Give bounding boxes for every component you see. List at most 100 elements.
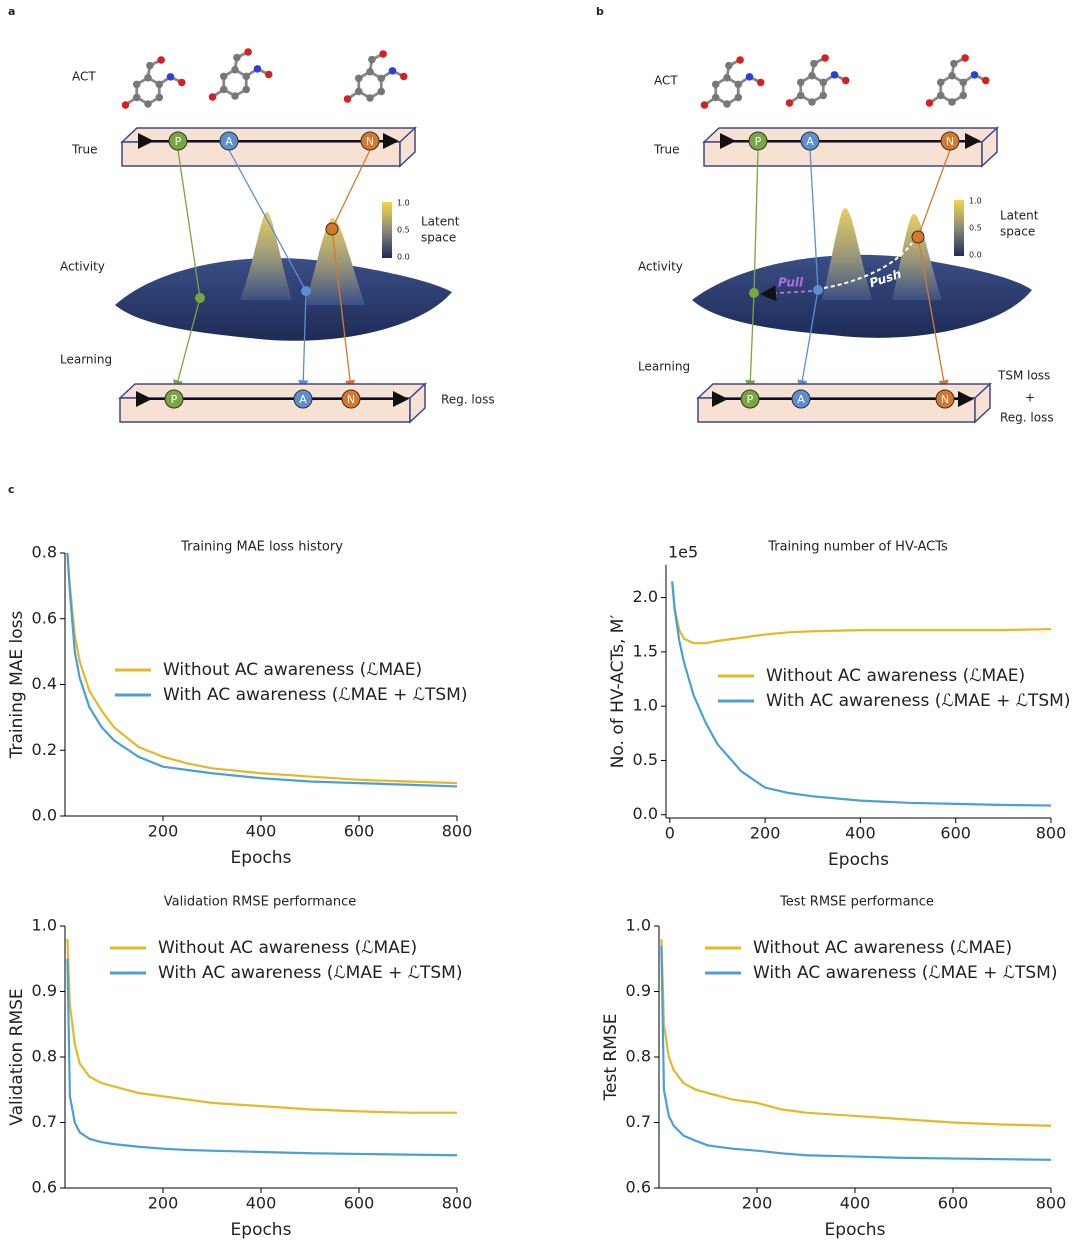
data-line <box>66 552 458 785</box>
node: P <box>164 389 184 409</box>
x-tick-label: 600 <box>344 822 375 841</box>
molecule <box>924 54 991 109</box>
y-tick-label: 1.5 <box>633 641 658 660</box>
node: P <box>740 389 760 409</box>
y-tick-label: 0.6 <box>32 1178 57 1197</box>
y-tick-label: 0.0 <box>633 804 658 823</box>
data-line <box>671 581 1052 645</box>
panel-b: ACT True Activity Learning Pull Push 1.0… <box>638 54 1054 425</box>
panel-label: c <box>8 483 15 496</box>
loss-label: Reg. loss <box>441 393 495 407</box>
node-label: A <box>299 393 307 406</box>
y-tick-label: 0.0 <box>32 806 57 825</box>
x-tick-label: 200 <box>148 1194 179 1213</box>
row-label: Learning <box>60 353 112 367</box>
x-axis-label: Epochs <box>231 848 292 868</box>
row-label: Activity <box>60 260 105 274</box>
node-label: N <box>946 135 954 148</box>
colorbar-title: Latent <box>421 215 460 229</box>
y-offset-label: 1e5 <box>668 543 698 562</box>
chart-title: Validation RMSE performance <box>164 895 356 910</box>
colorbar-tick: 0.5 <box>969 224 982 233</box>
row-label: ACT <box>654 74 678 88</box>
data-line <box>660 945 1052 1161</box>
x-tick-label: 200 <box>742 1194 773 1213</box>
colorbar-title: Latent <box>1000 209 1039 223</box>
slab <box>121 141 401 167</box>
node-label: A <box>797 393 805 406</box>
y-tick-label: 0.8 <box>32 543 57 562</box>
legend-label: With AC awareness (ℒMAE + ℒTSM) <box>766 691 1070 711</box>
y-axis-label: Validation RMSE <box>7 988 27 1125</box>
panel-label: b <box>596 5 604 18</box>
molecule <box>699 56 766 111</box>
slab <box>399 126 416 168</box>
colorbar-tick: 1.0 <box>969 197 982 206</box>
row-label: True <box>71 143 98 157</box>
node-label: N <box>366 135 374 148</box>
node: P <box>748 131 768 151</box>
y-tick-label: 0.9 <box>626 981 651 1000</box>
peak <box>305 218 365 305</box>
x-axis-label: Epochs <box>231 1220 292 1240</box>
legend-label: Without AC awareness (ℒMAE) <box>158 938 417 958</box>
row-label: Learning <box>638 360 690 374</box>
point <box>301 286 311 296</box>
point <box>195 293 205 303</box>
loss-label: TSM loss <box>997 369 1050 383</box>
x-tick-label: 400 <box>840 1194 871 1213</box>
x-tick-label: 600 <box>938 1194 969 1213</box>
molecule <box>120 56 187 111</box>
node: A <box>219 131 239 151</box>
x-tick-label: 800 <box>442 1194 473 1213</box>
loss-label: Reg. loss <box>1000 411 1054 425</box>
pull-arrow <box>760 285 813 302</box>
legend-label: Without AC awareness (ℒMAE) <box>753 938 1012 958</box>
molecule <box>207 48 274 103</box>
x-tick-label: 600 <box>344 1194 375 1213</box>
colorbar-tick: 1.0 <box>397 199 410 208</box>
push-arrow <box>823 242 913 289</box>
node-label: P <box>171 393 178 406</box>
x-tick-label: 400 <box>246 822 277 841</box>
x-tick-label: 800 <box>1036 824 1067 843</box>
legend-label: With AC awareness (ℒMAE + ℒTSM) <box>163 685 467 705</box>
x-tick-label: 800 <box>1036 1194 1067 1213</box>
y-tick-label: 1.0 <box>626 916 651 935</box>
chart-title: Training MAE loss history <box>180 540 343 555</box>
data-line <box>66 552 458 788</box>
loss-label: + <box>1025 391 1035 405</box>
legend-label: With AC awareness (ℒMAE + ℒTSM) <box>158 963 462 983</box>
row-label: True <box>653 143 680 157</box>
node-label: P <box>755 135 762 148</box>
slab <box>409 382 426 424</box>
y-tick-label: 0.4 <box>32 674 57 693</box>
y-tick-label: 0.6 <box>32 608 57 627</box>
colorbar-tick: 0.0 <box>397 253 410 262</box>
y-axis-label: Test RMSE <box>601 1014 621 1102</box>
x-tick-label: 800 <box>442 822 473 841</box>
y-axis-label: No. of HV-ACTs, M′ <box>608 615 628 769</box>
data-line <box>66 958 458 1157</box>
chart-title: Training number of HV-ACTs <box>767 540 948 555</box>
point <box>813 285 823 295</box>
y-tick-label: 0.7 <box>626 1112 651 1131</box>
row-label: ACT <box>72 70 96 84</box>
node: A <box>791 389 811 409</box>
node: N <box>360 131 380 151</box>
y-tick-label: 0.5 <box>633 750 658 769</box>
peak <box>240 211 292 300</box>
y-tick-label: 0.9 <box>32 981 57 1000</box>
y-tick-label: 0.6 <box>626 1178 651 1197</box>
data-line <box>671 581 1052 807</box>
point <box>749 288 759 298</box>
y-tick-label: 0.8 <box>626 1047 651 1066</box>
point <box>911 230 925 244</box>
colorbar-title: space <box>1000 225 1035 239</box>
peak <box>822 208 872 300</box>
node-label: P <box>747 393 754 406</box>
point <box>325 222 339 236</box>
data-line <box>66 939 457 1114</box>
y-tick-label: 1.0 <box>32 916 57 935</box>
node: N <box>940 131 960 151</box>
